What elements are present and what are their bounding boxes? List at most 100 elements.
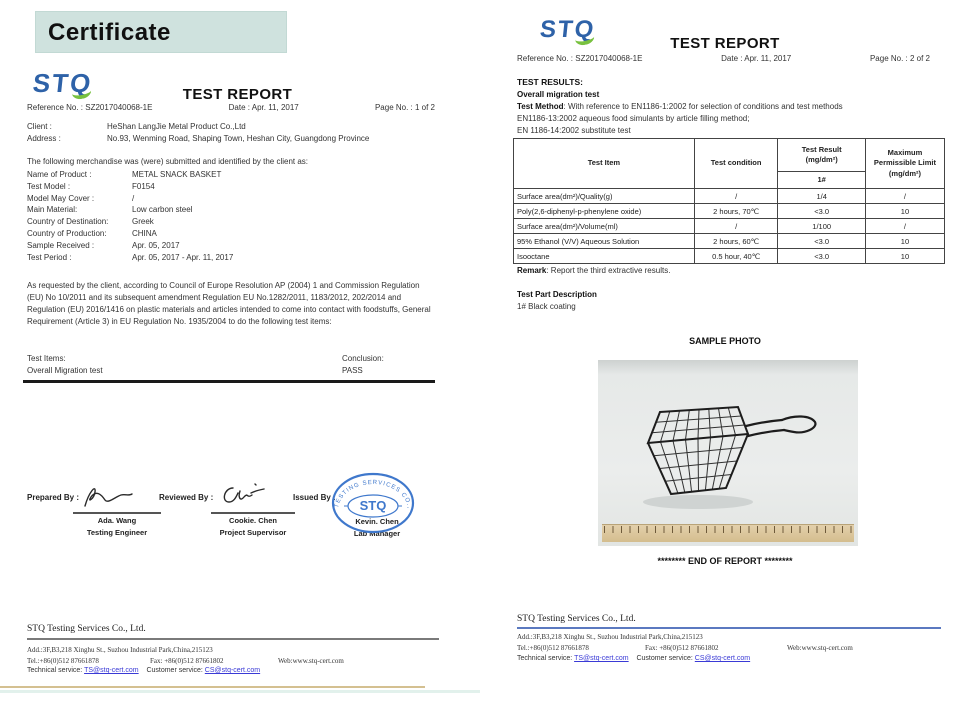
merchandise-intro: The following merchandise was (were) sub… <box>27 157 309 166</box>
test-method-line: Test Method: With reference to EN1186-1:… <box>517 102 843 111</box>
end-of-report: ******** END OF REPORT ******** <box>657 556 793 566</box>
footer-tel: Tel.:+86(0)512 87661878 <box>27 657 99 665</box>
divider-rule <box>23 380 435 383</box>
signer-name: Kevin. Chen <box>355 517 399 526</box>
wire-basket-image <box>643 405 817 509</box>
customer-service-label: Customer service: <box>146 667 205 674</box>
signer-name: Ada. Wang <box>97 516 137 525</box>
test-items-label: Test Items: <box>27 354 66 363</box>
signer-role: Project Supervisor <box>219 528 287 537</box>
report-date: Date : Apr. 11, 2017 <box>721 54 792 63</box>
test-method-line2: EN1186-13:2002 aqueous food simulants by… <box>517 114 750 123</box>
test-items-value-row: Overall Migration test PASS <box>27 366 437 375</box>
page-title: TEST REPORT <box>182 86 293 103</box>
signature-cookie-chen <box>223 483 265 503</box>
signer-role: Lab Manager <box>353 529 401 538</box>
product-row: Country of Destination: Greek <box>27 217 154 227</box>
page-number: Page No. : 1 of 2 <box>374 103 435 112</box>
table-row: 95% Ethanol (V/V) Aqueous Solution 2 hour… <box>513 233 946 249</box>
page-number: Page No. : 2 of 2 <box>869 54 930 63</box>
footer-address: Add.:3F,B3,218 Xinghu St., Suzhou Indust… <box>517 633 703 641</box>
reference-no: Reference No. : SZ2017040068-1E <box>517 54 643 63</box>
footer-fax: Fax: +86(0)512 87661802 <box>645 644 719 652</box>
test-results-heading: TEST RESULTS: <box>517 77 583 87</box>
customer-service-link[interactable]: CS@stq-cert.com <box>694 655 751 662</box>
product-row: Model May Cover : / <box>27 193 135 203</box>
ruler-image <box>602 524 854 542</box>
client-info: Client : HeShan LangJie Metal Product Co… <box>27 121 452 145</box>
address-value: No.93, Wenming Road, Shaping Town, Hesha… <box>107 133 370 143</box>
reference-row: Reference No. : SZ2017040068-1E Date : A… <box>27 103 435 112</box>
test-part-description-heading: Test Part Description <box>517 290 597 299</box>
reviewed-by-label: Reviewed By : <box>159 493 214 502</box>
reference-row: Reference No. : SZ2017040068-1E Date : A… <box>517 54 930 63</box>
col-max-limit: Maximum Permissible Limit (mg/dm²) <box>864 138 946 189</box>
results-table: Test Item Test condition Test Result (mg… <box>513 138 946 264</box>
col-sample-id: 1# <box>777 171 866 189</box>
tech-service-link[interactable]: TS@stq-cert.com <box>84 667 139 674</box>
table-row: Poly(2,6-diphenyl-p-phenylene oxide) 2 ho… <box>513 203 946 219</box>
certificate-ribbon: Certificate <box>35 11 287 53</box>
reference-no: Reference No. : SZ2017040068-1E <box>27 103 153 112</box>
product-row: Test Period : Apr. 05, 2017 - Apr. 11, 20… <box>27 252 234 262</box>
footer-company: STQ Testing Services Co., Ltd. <box>27 624 146 634</box>
product-row: Name of Product : METAL SNACK BASKET <box>27 170 222 179</box>
request-paragraph: As requested by the client, according to… <box>27 281 431 326</box>
footer-web: Web:www.stq-cert.com <box>787 644 853 652</box>
footer-services: Technical service: TS@stq-cert.com Custo… <box>517 655 750 662</box>
product-row: Main Material: Low carbon steel <box>27 205 193 215</box>
report-page-1: STQ TEST REPORT Reference No. : SZ201704… <box>15 0 460 720</box>
table-row: Isooctane 0.5 hour, 40℃ <3.0 10 <box>513 248 946 264</box>
signature-line <box>73 512 161 514</box>
test-part-description-value: 1# Black coating <box>517 302 576 311</box>
stamp-center-text: STQ <box>360 498 387 513</box>
test-method-label: Test Method <box>517 102 564 111</box>
address-row: Address : No.93, Wenming Road, Shaping T… <box>27 133 452 145</box>
footer-fax: Fax: +86(0)512 87661802 <box>150 657 224 665</box>
prepared-by-label: Prepared By : <box>27 493 80 502</box>
client-row: Client : HeShan LangJie Metal Product Co… <box>27 121 452 133</box>
table-row: Surface area(dm²)/Volume(ml)/1/100/ <box>513 218 946 234</box>
signature-ada-wang <box>84 488 133 507</box>
issued-by-label: Issued By : <box>293 493 336 502</box>
certificate-label: Certificate <box>48 19 171 46</box>
client-label: Client : <box>27 122 52 131</box>
test-items-value: Overall Migration test <box>27 366 103 375</box>
customer-service-link[interactable]: CS@stq-cert.com <box>204 667 261 674</box>
tech-service-label: Technical service: <box>517 655 575 662</box>
results-subheading: Overall migration test <box>517 90 600 99</box>
sample-photo-label: SAMPLE PHOTO <box>689 336 761 346</box>
footer-tel: Tel.:+86(0)512 87661878 <box>517 644 589 652</box>
col-test-result: Test Result (mg/dm²) <box>777 138 866 172</box>
footer-web: Web:www.stq-cert.com <box>278 657 344 665</box>
conclusion-label: Conclusion: <box>342 354 384 363</box>
bottom-teal-line <box>0 690 480 693</box>
page-title: TEST REPORT <box>670 35 780 52</box>
signer-role: Testing Engineer <box>86 528 148 537</box>
signature-line <box>211 512 295 514</box>
tech-service-link[interactable]: TS@stq-cert.com <box>574 655 629 662</box>
conclusion-value: PASS <box>342 366 363 375</box>
sample-photo <box>598 360 858 546</box>
table-row: Surface area(dm²)/Quality(g)/1/4/ <box>513 188 946 204</box>
footer-divider <box>517 627 941 629</box>
remark-line: Remark: Report the third extractive resu… <box>517 266 671 275</box>
footer-company: STQ Testing Services Co., Ltd. <box>517 614 636 624</box>
customer-service-label: Customer service: <box>636 655 695 662</box>
test-items-header-row: Test Items: Conclusion: <box>27 354 437 363</box>
signer-name: Cookie. Chen <box>229 516 277 525</box>
remark-label: Remark <box>517 266 547 275</box>
test-method-line3: EN 1186-14:2002 substitute test <box>517 126 631 135</box>
product-row: Sample Received : Apr. 05, 2017 <box>27 240 180 250</box>
tech-service-label: Technical service: <box>27 667 85 674</box>
address-label: Address : <box>27 133 61 143</box>
report-page-2: STQ TEST REPORT Reference No. : SZ201704… <box>505 0 946 720</box>
product-row: Country of Production: CHINA <box>27 228 157 238</box>
report-date: Date : Apr. 11, 2017 <box>228 103 299 112</box>
product-row: Test Model : F0154 <box>27 181 155 191</box>
bottom-tan-line <box>0 686 425 688</box>
stq-stamp-icon: TESTING SERVICES CO., LTD STQ <box>330 470 415 534</box>
product-info: The following merchandise was (were) sub… <box>27 157 452 263</box>
col-test-item: Test Item <box>513 138 695 189</box>
footer-divider <box>27 638 439 640</box>
